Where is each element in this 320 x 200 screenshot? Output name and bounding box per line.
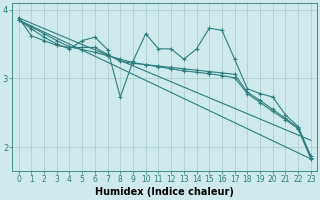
X-axis label: Humidex (Indice chaleur): Humidex (Indice chaleur): [95, 187, 234, 197]
